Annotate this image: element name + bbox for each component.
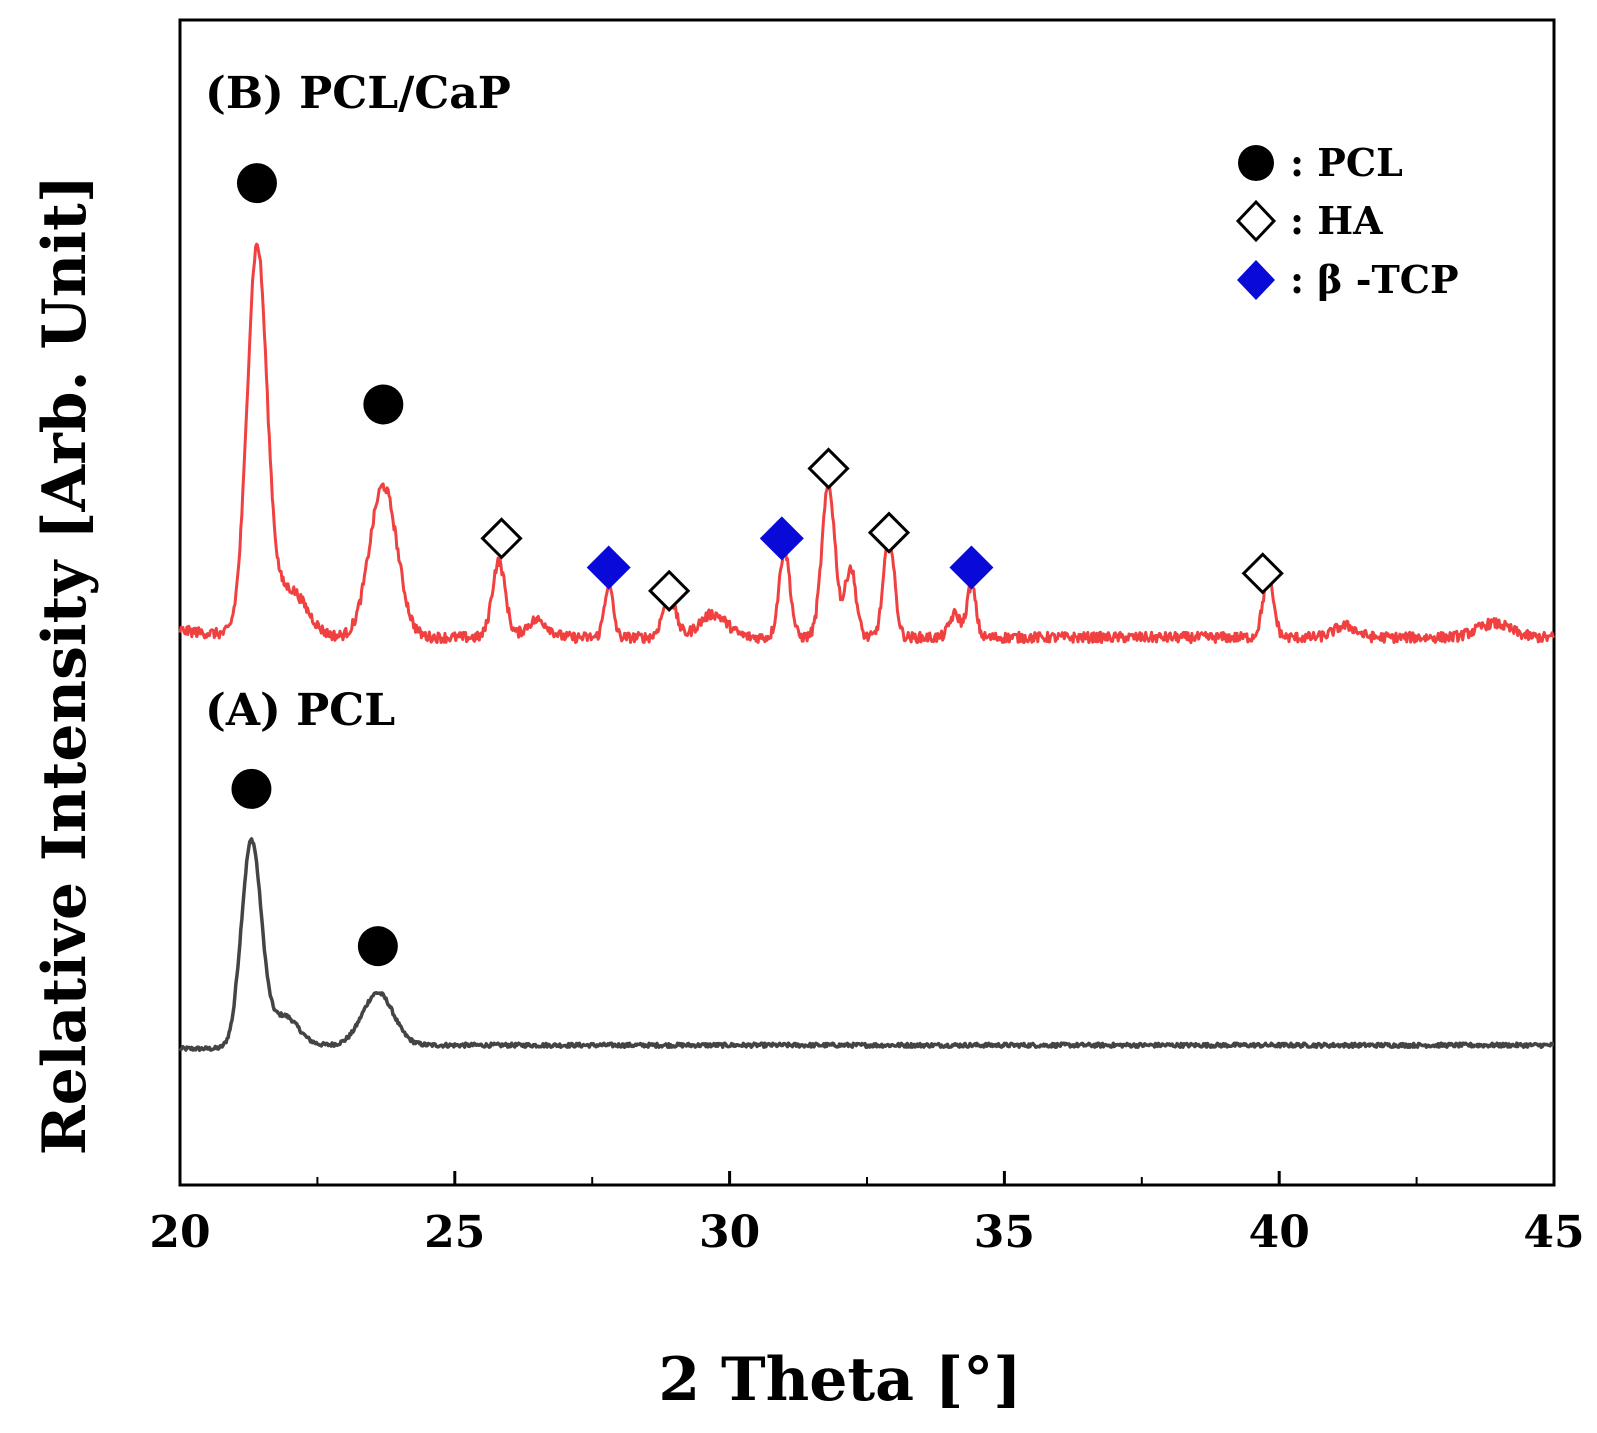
x-axis-tick-labels: 20 25 30 35 40 45 [149, 1207, 1584, 1258]
legend-label-ha: : HA [1290, 198, 1383, 243]
x-tick-label-30: 30 [699, 1207, 760, 1258]
legend-ha-diamond-icon [1235, 199, 1277, 243]
pcl-cap-peak-7-ha-marker [867, 511, 911, 554]
legend-tcp-diamond-icon [1237, 260, 1275, 300]
y-axis-title: Relative Intensity [Arb. Unit] [30, 175, 100, 1156]
series-lines [178, 242, 1556, 1053]
legend-label-pcl: : PCL [1290, 140, 1403, 185]
x-tick-label-40: 40 [1249, 1207, 1310, 1258]
x-tick-label-45: 45 [1523, 1207, 1584, 1258]
series-label-pcl-cap: (B) PCL/CaP [205, 68, 511, 119]
pcl-peak-1-pcl-marker [357, 926, 398, 967]
pcl-cap-peak-8-tcp-marker [949, 545, 994, 590]
pcl-cap-peak-0-pcl-marker [236, 163, 277, 204]
pcl-cap-peak-4-ha-marker [648, 569, 691, 612]
series-label-pcl: (A) PCL [205, 685, 395, 736]
pcl-cap-peak-2-ha-marker [480, 517, 523, 560]
pcl-cap-peak-9-ha-marker [1241, 552, 1284, 595]
legend: : PCL : HA : β -TCP [1235, 140, 1459, 302]
plot-frame [178, 18, 1556, 1187]
pcl-peak-0-pcl-marker [231, 768, 272, 809]
legend-pcl-circle-icon [1238, 145, 1274, 181]
x-tick-label-25: 25 [424, 1207, 485, 1258]
x-axis-ticks [178, 1171, 1556, 1185]
x-tick-label-35: 35 [974, 1207, 1035, 1258]
legend-label-tcp: : β -TCP [1290, 257, 1459, 302]
x-axis-title: 2 Theta [°] [658, 1345, 1021, 1415]
pcl-cap-peak-3-tcp-marker [586, 545, 631, 590]
series-line-pcl [178, 837, 1555, 1053]
pcl-cap-peak-5-tcp-marker [759, 516, 804, 561]
x-tick-label-20: 20 [149, 1207, 210, 1258]
series-line-pcl-cap [178, 242, 1556, 645]
plot-border [178, 18, 1556, 1187]
pcl-cap-peak-6-ha-marker [807, 447, 850, 490]
peak-markers [231, 163, 1284, 967]
pcl-cap-peak-1-pcl-marker [363, 384, 404, 425]
